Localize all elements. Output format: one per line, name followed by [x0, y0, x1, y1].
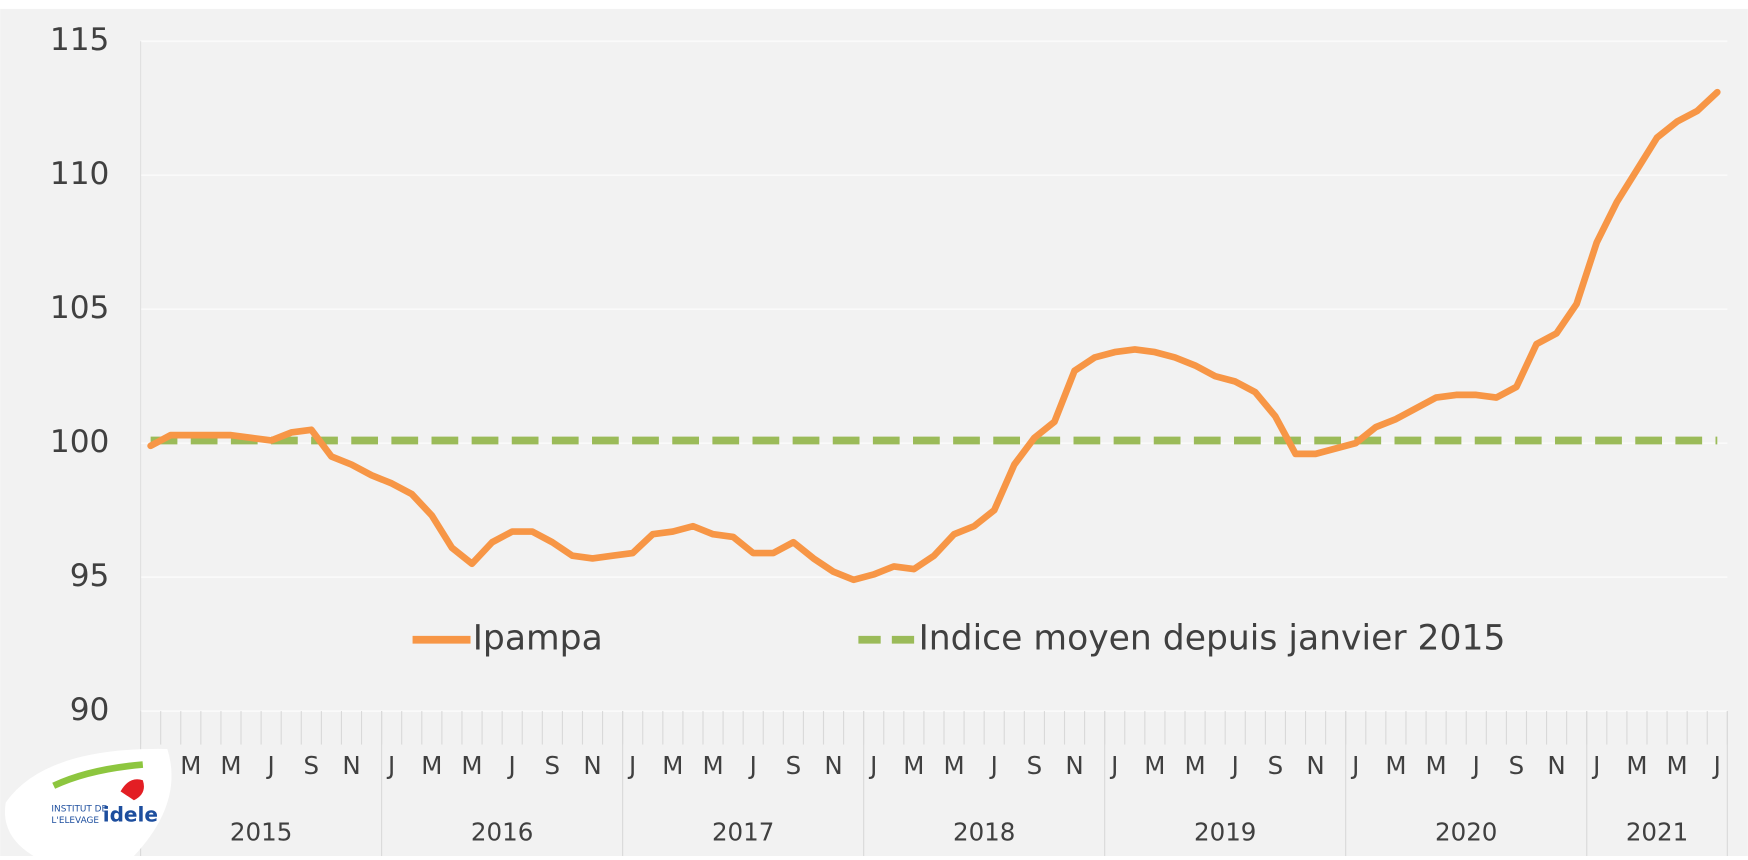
y-tick-label: 100 [50, 424, 110, 460]
year-label: 2017 [712, 818, 774, 847]
x-tick-label: N [583, 751, 601, 780]
year-label: 2016 [471, 818, 533, 847]
x-tick-label: M [1626, 751, 1647, 780]
x-tick-label: M [702, 751, 723, 780]
x-tick-label: M [1426, 751, 1447, 780]
logo: INSTITUT DE L'ELEVAGE idele [4, 748, 172, 856]
x-tick-label: J [1471, 751, 1480, 780]
logo-text: INSTITUT DE [51, 805, 107, 815]
x-tick-label: J [1350, 751, 1359, 780]
x-tick-label: M [903, 751, 924, 780]
x-tick-label: M [461, 751, 482, 780]
x-tick-label: S [545, 751, 561, 780]
legend-label: Indice moyen depuis janvier 2015 [919, 618, 1506, 658]
x-tick-label: J [748, 751, 757, 780]
x-tick-label: M [220, 751, 241, 780]
x-tick-label: J [1230, 751, 1239, 780]
y-tick-label: 90 [70, 692, 110, 728]
x-tick-label: N [1306, 751, 1324, 780]
x-tick-label: S [786, 751, 802, 780]
y-tick-label: 95 [70, 558, 110, 594]
x-tick-label: S [1268, 751, 1284, 780]
x-tick-label: M [421, 751, 442, 780]
series-line [147, 88, 1721, 584]
legend-label: Ipampa [473, 618, 603, 658]
x-tick-label: J [266, 751, 275, 780]
logo-text: L'ELEVAGE [51, 816, 99, 826]
year-label: 2019 [1194, 818, 1256, 847]
x-tick-label: M [1385, 751, 1406, 780]
logo-mark [120, 779, 144, 801]
x-tick-label: J [507, 751, 516, 780]
year-label: 2020 [1435, 818, 1497, 847]
x-tick-label: J [627, 751, 636, 780]
logo-brand: idele [103, 802, 158, 826]
x-tick-label: M [1144, 751, 1165, 780]
x-tick-label: S [1509, 751, 1525, 780]
x-tick-label: N [824, 751, 842, 780]
x-tick-label: S [1027, 751, 1043, 780]
x-tick-label: N [1547, 751, 1565, 780]
x-tick-label: J [989, 751, 998, 780]
logo-badge [4, 748, 172, 856]
x-tick-label: J [1591, 751, 1600, 780]
x-tick-label: M [180, 751, 201, 780]
x-tick-label: J [1109, 751, 1118, 780]
x-tick-label: J [1712, 751, 1721, 780]
x-tick-label: J [386, 751, 395, 780]
year-label: 2018 [953, 818, 1015, 847]
x-tick-label: N [342, 751, 360, 780]
x-tick-label: J [868, 751, 877, 780]
y-tick-label: 115 [50, 22, 110, 58]
y-tick-label: 110 [50, 156, 110, 192]
year-label: 2015 [230, 818, 292, 847]
x-tick-label: M [1667, 751, 1688, 780]
plot-background [0, 8, 1748, 856]
x-tick-label: M [943, 751, 964, 780]
x-tick-label: M [1184, 751, 1205, 780]
logo-swoosh [52, 761, 144, 789]
x-tick-label: S [304, 751, 320, 780]
x-tick-label: M [662, 751, 683, 780]
x-tick-label: N [1065, 751, 1083, 780]
y-tick-label: 105 [50, 290, 110, 326]
year-label: 2021 [1626, 818, 1688, 847]
